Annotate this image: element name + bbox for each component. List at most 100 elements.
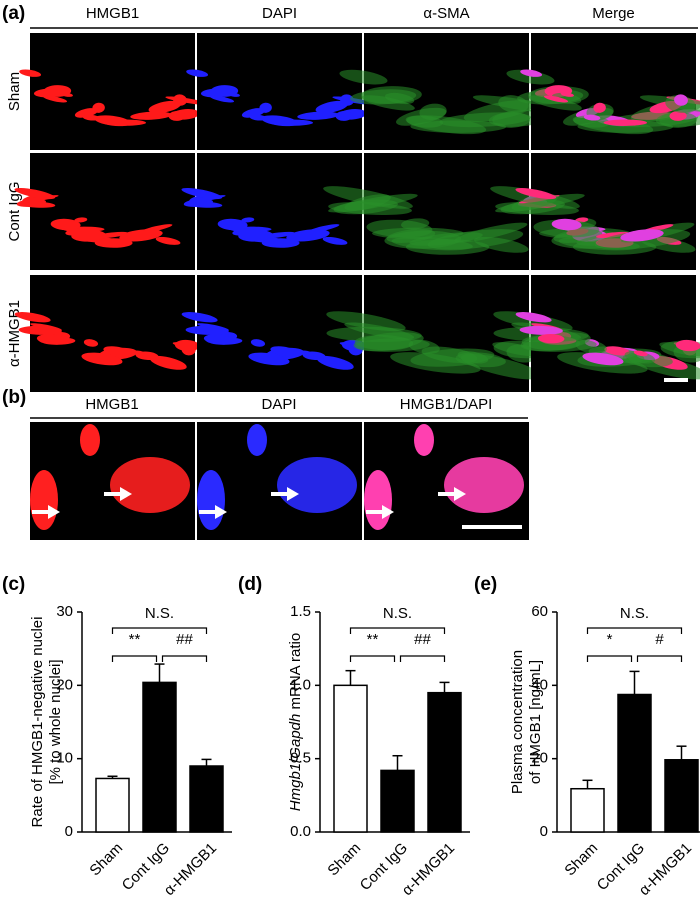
bar — [570, 787, 605, 833]
nucleus — [261, 231, 296, 239]
nucleus — [241, 217, 255, 223]
nucleus — [110, 457, 190, 513]
fiber — [410, 120, 507, 133]
bar — [380, 769, 415, 833]
nucleus — [560, 92, 574, 97]
nucleus — [669, 111, 687, 121]
bar — [427, 691, 462, 833]
nucleus — [232, 228, 255, 236]
significance-label: ## — [414, 631, 431, 648]
bar — [189, 765, 224, 833]
nucleus — [583, 114, 601, 121]
nucleus — [364, 470, 392, 530]
fiber — [326, 311, 406, 332]
column-header: HMGB1 — [85, 396, 138, 413]
bar — [617, 693, 652, 833]
nucleus — [30, 470, 58, 530]
nucleus — [80, 424, 100, 456]
nucleus — [94, 238, 133, 248]
nucleus — [82, 114, 100, 121]
fiber — [323, 186, 413, 209]
y-tick-label: 20 — [531, 750, 548, 767]
significance-bracket — [349, 627, 446, 634]
fiber — [577, 120, 674, 133]
nucleus — [551, 218, 582, 231]
nucleus — [515, 312, 552, 323]
y-tick-label: 60 — [531, 603, 548, 620]
significance-bracket — [111, 627, 208, 634]
row-label: α-HMGB1 — [6, 300, 23, 367]
arrow-head — [48, 505, 60, 519]
significance-bracket — [161, 655, 208, 662]
nucleus — [603, 119, 648, 126]
micrograph-content — [14, 312, 200, 370]
nucleus — [92, 102, 105, 113]
panel-label: (d) — [238, 574, 262, 595]
fiber — [339, 69, 388, 85]
nucleus — [444, 457, 524, 513]
column-header: Merge — [592, 5, 635, 22]
nucleus — [248, 352, 290, 366]
fiber — [361, 95, 415, 111]
nucleus — [59, 92, 73, 97]
nucleus — [297, 111, 339, 120]
row-label: Sham — [6, 72, 23, 111]
y-axis-label: Plasma concentration — [509, 650, 526, 794]
y-tick-label: 40 — [531, 676, 548, 693]
y-axis-label: [% to whole nuclei] — [47, 659, 64, 784]
significance-bracket — [636, 655, 683, 662]
micrograph-content — [493, 311, 700, 380]
column-header: DAPI — [261, 396, 296, 413]
nucleus — [217, 218, 248, 231]
fiber — [354, 335, 414, 351]
y-axis-label: of HMGB1 [ng/mL] — [527, 660, 544, 784]
significance-label: * — [607, 631, 613, 648]
nucleus — [259, 102, 272, 113]
panel-label: (e) — [474, 574, 497, 595]
nucleus — [155, 236, 181, 245]
nucleus — [633, 350, 648, 357]
y-axis-label: Hmgb1/Gapdh mRNA ratio — [287, 633, 304, 811]
nucleus — [50, 218, 81, 231]
nucleus — [269, 119, 314, 126]
y-axis-label-part: Hmgb1 — [287, 763, 304, 811]
nucleus — [181, 312, 218, 323]
nucleus — [340, 94, 354, 106]
bar — [142, 681, 177, 833]
nucleus — [595, 231, 630, 239]
fiber — [506, 69, 555, 85]
panel-label: (b) — [2, 387, 26, 408]
y-tick-label: 1.5 — [290, 603, 311, 620]
nucleus — [103, 346, 129, 356]
x-tick-label: Sham — [561, 840, 601, 880]
significance-label: N.S. — [383, 605, 412, 622]
nucleus — [277, 457, 357, 513]
significance-label: # — [655, 631, 664, 648]
y-tick-label: 20 — [56, 676, 73, 693]
nucleus — [519, 325, 563, 335]
column-header: HMGB1/DAPI — [400, 396, 493, 413]
y-tick-label: 0 — [540, 823, 548, 840]
arrow-head — [120, 487, 132, 501]
nucleus — [148, 100, 182, 114]
y-tick-label: 0.0 — [290, 823, 311, 840]
fiber — [427, 229, 524, 250]
nucleus — [520, 69, 543, 77]
micrograph-content — [490, 186, 696, 255]
nucleus — [582, 352, 624, 366]
significance-bracket — [586, 655, 633, 662]
nucleus — [186, 69, 209, 77]
bar — [333, 684, 368, 833]
nucleus — [515, 187, 557, 200]
column-header: DAPI — [262, 5, 297, 22]
nucleus — [203, 334, 231, 344]
micrograph — [30, 153, 195, 270]
fiber — [390, 352, 481, 374]
y-axis-label-part: Gapdh — [287, 714, 304, 759]
nucleus — [149, 355, 187, 370]
nucleus — [226, 92, 240, 97]
nucleus — [81, 352, 123, 366]
nucleus — [14, 312, 51, 323]
nucleus — [168, 111, 186, 121]
